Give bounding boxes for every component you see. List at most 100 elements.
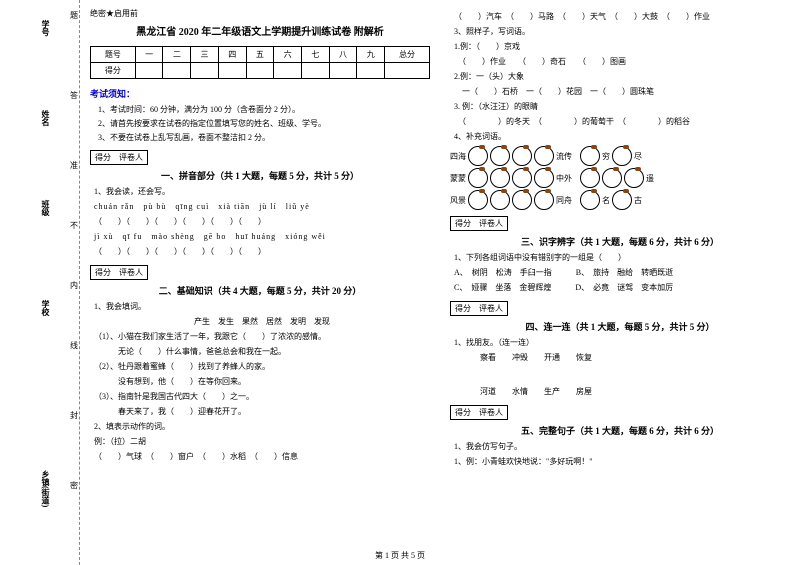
cw-3c: 名 bbox=[602, 195, 610, 206]
score-value-row: 得分 bbox=[91, 63, 430, 79]
th-9: 九 bbox=[357, 47, 385, 63]
rt-3: （ ）作业 （ ）奇石 （ ）图画 bbox=[454, 56, 790, 68]
q3-opt-a: A、 树阴 松涛 手臼一指 B、 旅持 融给 转晒既逝 bbox=[454, 267, 790, 279]
rt-1: 3、照样子，写词语。 bbox=[454, 26, 790, 38]
th-0: 题号 bbox=[91, 47, 136, 63]
cut-3: 准 bbox=[70, 160, 78, 171]
circle-icon[interactable] bbox=[612, 190, 632, 210]
q4-r2: 河道 水情 生产 房屋 bbox=[480, 386, 790, 398]
circle-icon[interactable] bbox=[490, 168, 510, 188]
circle-icon[interactable] bbox=[512, 190, 532, 210]
right-column: （ ）汽车 （ ）马路 （ ）天气 （ ）大鼓 （ ）作业 3、照样子，写词语。… bbox=[450, 8, 790, 471]
circle-icon[interactable] bbox=[624, 168, 644, 188]
circle-icon[interactable] bbox=[580, 146, 600, 166]
label-xiangjie: 乡镇(街道) bbox=[40, 470, 51, 507]
q2-2-line: （ ）气球 （ ）窗户 （ ）水稻 （ ）信息 bbox=[94, 451, 430, 463]
circle-icon[interactable] bbox=[490, 146, 510, 166]
rt-4: 2.例：一（头）大象 bbox=[454, 71, 790, 83]
rt-2: 1.例：（ ）京戏 bbox=[454, 41, 790, 53]
pinyin-line-2: jì xù qī fu mào shèng gē bo huī huáng xi… bbox=[94, 231, 430, 243]
cut-6: 线 bbox=[70, 340, 78, 351]
th-8: 八 bbox=[329, 47, 357, 63]
q2-1-l5: （3）、指南针是我国古代四大（ ）之一。 bbox=[94, 391, 430, 403]
cw-2b: 中外 bbox=[556, 173, 572, 184]
th-10: 总分 bbox=[385, 47, 430, 63]
q4-head: 1、找朋友。（连一连） bbox=[454, 337, 790, 349]
circle-icon[interactable] bbox=[468, 168, 488, 188]
cut-1: 题 bbox=[70, 10, 78, 21]
grade-box-5: 得分 评卷人 bbox=[450, 405, 508, 420]
circle-icon[interactable] bbox=[468, 190, 488, 210]
score-table: 题号 一 二 三 四 五 六 七 八 九 总分 得分 bbox=[90, 46, 430, 79]
page-footer: 第 1 页 共 5 页 bbox=[0, 550, 800, 561]
circle-row-2: 蒙蒙 中外 遥 bbox=[450, 168, 790, 188]
circle-icon[interactable] bbox=[534, 190, 554, 210]
q2-1-l4: 没有想到，他（ ）在等你回来。 bbox=[94, 376, 430, 388]
td-label: 得分 bbox=[91, 63, 136, 79]
binding-strip: 学号 姓名 班级 学校 乡镇(街道) 题 答 准 不 内 线 封 密 bbox=[0, 0, 80, 565]
th-5: 五 bbox=[246, 47, 274, 63]
q2-1-l3: （2）、牡丹跟着蜜蜂（ ）找到了养蜂人的家。 bbox=[94, 361, 430, 373]
circle-icon[interactable] bbox=[534, 146, 554, 166]
cw-1a: 四海 bbox=[450, 151, 466, 162]
circle-icon[interactable] bbox=[512, 168, 532, 188]
rt-8: 4、补充词语。 bbox=[454, 131, 790, 143]
cw-1c: 穷 bbox=[602, 151, 610, 162]
exam-title: 黑龙江省 2020 年二年级语文上学期提升训练试卷 附解析 bbox=[90, 23, 430, 38]
grade-box-4: 得分 评卷人 bbox=[450, 301, 508, 316]
th-2: 二 bbox=[163, 47, 191, 63]
cw-3a: 风景 bbox=[450, 195, 466, 206]
q4-r1: 察看 冲毁 开通 恢复 bbox=[480, 352, 790, 364]
rt-6: 3. 例：（水汪汪）的眼睛 bbox=[454, 101, 790, 113]
circle-row-1: 四海 流传 穷 尽 bbox=[450, 146, 790, 166]
q2-2-head: 2、填表示动作的词。 bbox=[94, 421, 430, 433]
label-xingming: 姓名 bbox=[40, 110, 51, 126]
q5-ex: 1、例：小青蛙欢快地说："多好玩啊！" bbox=[454, 456, 790, 468]
notice-1: 1、考试时间：60 分钟，满分为 100 分（含卷面分 2 分）。 bbox=[98, 104, 430, 115]
blank-row-2[interactable]: （ ）（ ）（ ）（ ）（ ）（ ） bbox=[94, 246, 430, 258]
cw-2a: 蒙蒙 bbox=[450, 173, 466, 184]
notice-3: 3、不要在试卷上乱写乱画，卷面不整洁扣 2 分。 bbox=[98, 132, 430, 143]
th-1: 一 bbox=[135, 47, 163, 63]
label-banji: 班级 bbox=[40, 200, 51, 216]
q1-head: 1、我会读，还会写。 bbox=[94, 186, 430, 198]
circle-icon[interactable] bbox=[612, 146, 632, 166]
q2-1-l1: （1）、小猫在我们家生活了一年，我跟它（ ）了浓浓的感情。 bbox=[94, 331, 430, 343]
circle-icon[interactable] bbox=[512, 146, 532, 166]
cut-7: 封 bbox=[70, 410, 78, 421]
circle-icon[interactable] bbox=[580, 168, 600, 188]
circle-icon[interactable] bbox=[602, 168, 622, 188]
th-4: 四 bbox=[218, 47, 246, 63]
cw-2c: 遥 bbox=[646, 173, 654, 184]
grade-box-3: 得分 评卷人 bbox=[450, 216, 508, 231]
th-7: 七 bbox=[301, 47, 329, 63]
circle-icon[interactable] bbox=[534, 168, 554, 188]
label-xuexiao: 学校 bbox=[40, 300, 51, 316]
rt-5: 一（ ）石桥 一（ ）花园 一（ ）圆珠笔 bbox=[454, 86, 790, 98]
q2-1-l6: 春天来了，我（ ）迎春花开了。 bbox=[94, 406, 430, 418]
blank-row-1[interactable]: （ ）（ ）（ ）（ ）（ ）（ ） bbox=[94, 216, 430, 228]
grade-box-1: 得分 评卷人 bbox=[90, 150, 148, 165]
cw-3d: 古 bbox=[634, 195, 642, 206]
cut-5: 内 bbox=[70, 280, 78, 291]
q2-1-words: 产生 发生 果然 居然 发明 发现 bbox=[94, 316, 430, 328]
q2-1-head: 1、我会填词。 bbox=[94, 301, 430, 313]
section-1-title: 一、拼音部分（共 1 大题，每题 5 分，共计 5 分） bbox=[90, 169, 430, 182]
th-6: 六 bbox=[274, 47, 302, 63]
rt-0: （ ）汽车 （ ）马路 （ ）天气 （ ）大鼓 （ ）作业 bbox=[454, 11, 790, 23]
cut-8: 密 bbox=[70, 480, 78, 491]
q2-2-ex: 例：（拉）二胡 bbox=[94, 436, 430, 448]
section-4-title: 四、连一连（共 1 大题，每题 5 分，共计 5 分） bbox=[450, 320, 790, 333]
th-3: 三 bbox=[191, 47, 219, 63]
cut-4: 不 bbox=[70, 220, 78, 231]
circle-icon[interactable] bbox=[490, 190, 510, 210]
cw-1b: 流传 bbox=[556, 151, 572, 162]
q3-head: 1、下列各组词语中没有错别字的一组是（ ） bbox=[454, 252, 790, 264]
label-xuehao: 学号 bbox=[40, 20, 51, 36]
pinyin-line-1: chuán rǎn pù bù qīng cuì xià tiān jù lí … bbox=[94, 201, 430, 213]
cw-1d: 尽 bbox=[634, 151, 642, 162]
secret-label: 绝密★启用前 bbox=[90, 8, 430, 19]
grade-box-2: 得分 评卷人 bbox=[90, 265, 148, 280]
circle-icon[interactable] bbox=[468, 146, 488, 166]
circle-icon[interactable] bbox=[580, 190, 600, 210]
